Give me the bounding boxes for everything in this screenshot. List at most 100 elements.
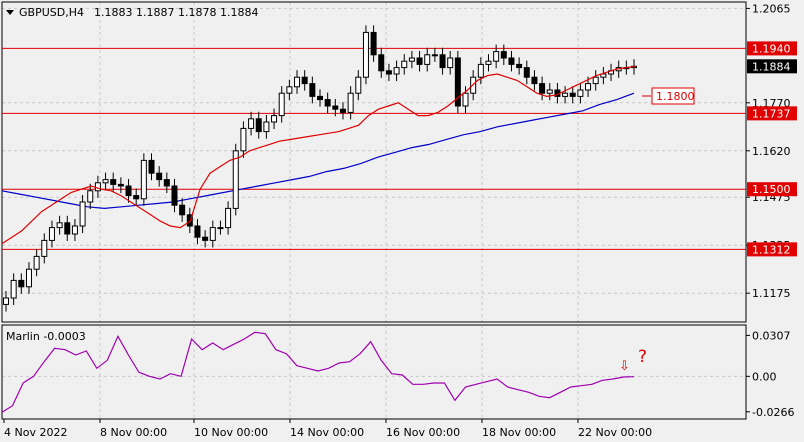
candle-body — [94, 182, 101, 192]
level-price-label: 1.1312 — [752, 243, 791, 256]
candle-body — [485, 60, 492, 65]
fast-ma-line — [1, 65, 637, 245]
candle-body — [577, 89, 584, 97]
level-price-box — [747, 41, 797, 56]
candle-body — [71, 225, 78, 235]
marlin-series-line — [1, 331, 635, 413]
candle-body — [431, 54, 438, 57]
candle-body — [569, 92, 576, 97]
candle-body — [439, 54, 446, 69]
question-mark: ? — [638, 347, 647, 367]
time-label: 4 Nov 2022 — [4, 426, 67, 439]
dropdown-triangle-icon[interactable] — [6, 10, 14, 15]
candle-body — [362, 31, 369, 78]
candle-body — [33, 255, 40, 270]
candle-body — [140, 159, 147, 200]
time-label: 14 Nov 00:00 — [290, 426, 364, 439]
candle-body — [25, 268, 32, 288]
indicator-panel-frame — [1, 324, 747, 420]
candle-body — [240, 127, 247, 152]
candle-body — [263, 121, 270, 133]
indicator-tick-label: -0.0266 — [752, 406, 794, 419]
candle-body — [148, 159, 155, 174]
candle-body — [531, 76, 538, 85]
candle-body — [370, 31, 377, 56]
indicator-label: Marlin -0.0003 — [6, 330, 86, 343]
level-price-label: 1.1500 — [752, 183, 791, 196]
grid — [2, 2, 746, 419]
candle-body — [232, 150, 239, 209]
candle-body — [378, 54, 385, 72]
candle-body — [202, 236, 209, 241]
candle-body — [48, 227, 55, 241]
indicator-tick-label: 0.0307 — [752, 329, 791, 342]
candle-body — [385, 70, 392, 75]
level-price-label: 1.1737 — [752, 107, 791, 120]
candle-body — [255, 118, 262, 133]
candle-body — [87, 190, 94, 203]
candle-body — [317, 95, 323, 101]
candle-body — [171, 185, 178, 206]
fast-moving-average — [1, 65, 637, 245]
candle-body — [79, 201, 86, 227]
candle-body — [585, 83, 592, 91]
time-label: 10 Nov 00:00 — [194, 426, 268, 439]
symbol-label: GBPUSD,H4 — [19, 6, 84, 19]
slow-moving-average — [1, 92, 635, 210]
candle-body — [462, 92, 469, 107]
level-price-box — [747, 106, 797, 121]
candle-body — [117, 183, 124, 187]
candle-body — [600, 73, 607, 78]
slow-ma-line — [1, 92, 635, 210]
down-arrow-icon: ⇩ — [619, 359, 630, 374]
candle-body — [592, 76, 599, 85]
candle-body — [324, 99, 331, 107]
candles — [3, 25, 637, 312]
candle-body — [562, 92, 569, 97]
candle-body — [194, 225, 201, 238]
level-price-box — [747, 242, 797, 257]
candle-body — [424, 54, 431, 65]
candle-body — [355, 76, 362, 94]
candle-body — [447, 57, 454, 69]
candle-body — [179, 204, 186, 216]
candle-body — [271, 115, 278, 123]
indicator-tick-label: 0.00 — [752, 370, 777, 383]
candle-body — [41, 239, 48, 257]
target-box — [651, 87, 695, 105]
candle-body — [516, 63, 523, 69]
time-label: 8 Nov 00:00 — [100, 426, 167, 439]
candle-body — [156, 172, 163, 181]
candle-body — [125, 185, 132, 197]
time-label: 18 Nov 00:00 — [482, 426, 556, 439]
price-axis: 1.20651.17701.16201.14751.13251.11750.03… — [746, 2, 797, 419]
candle-body — [523, 67, 530, 78]
candle-body — [209, 227, 216, 241]
level-price-box — [747, 182, 797, 197]
candle-body — [64, 222, 71, 235]
level-price-label: 1.1940 — [752, 42, 791, 55]
candle-body — [278, 92, 285, 117]
candle-body — [217, 227, 224, 230]
candle-body — [18, 279, 25, 288]
candle-body — [225, 207, 232, 229]
time-label: 16 Nov 00:00 — [386, 426, 460, 439]
candle-body — [500, 51, 507, 59]
candle-body — [110, 179, 117, 185]
candle-body — [309, 83, 316, 97]
candle-body — [248, 118, 255, 129]
price-panel-frame — [1, 1, 747, 323]
price-tick-label: 1.1620 — [752, 145, 791, 158]
candle-body — [454, 57, 461, 107]
candle-body — [3, 297, 9, 305]
candle-body — [332, 105, 339, 110]
candle-body — [301, 76, 308, 85]
candle-body — [133, 195, 140, 200]
time-label: 22 Nov 00:00 — [578, 426, 652, 439]
candle-body — [186, 214, 193, 227]
candle-body — [294, 76, 301, 88]
current-price-label: 1.1884 — [752, 60, 791, 73]
price-tick-label: 1.2065 — [752, 2, 791, 15]
candle-body — [508, 57, 515, 65]
